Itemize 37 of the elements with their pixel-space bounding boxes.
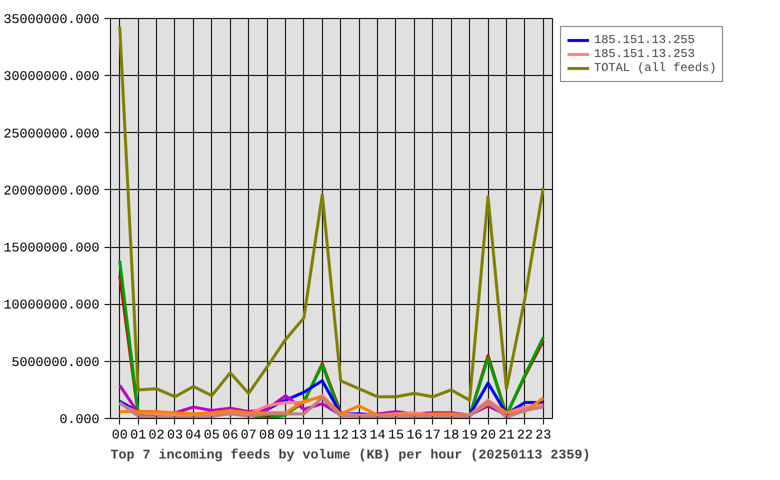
x-tick-label: 00 xyxy=(112,428,128,444)
legend-label: 185.151.13.255 xyxy=(594,33,695,47)
x-tick-label: 21 xyxy=(498,428,514,444)
x-tick-label: 18 xyxy=(443,428,460,444)
x-tick-label: 20 xyxy=(480,428,496,444)
x-tick-label: 14 xyxy=(370,428,386,444)
x-tick-label: 12 xyxy=(332,428,349,444)
x-tick-label: 06 xyxy=(222,428,238,444)
y-tick-label: 20000000.000 xyxy=(4,184,100,200)
x-tick-label: 08 xyxy=(259,428,276,444)
x-tick-label: 16 xyxy=(406,428,422,444)
x-tick-label: 05 xyxy=(204,428,220,444)
x-tick-label: 10 xyxy=(296,428,312,444)
legend-label: TOTAL (all feeds) xyxy=(594,61,716,75)
y-tick-label: 35000000.000 xyxy=(4,13,100,28)
y-tick-label: 5000000.000 xyxy=(12,356,100,371)
y-tick-label: 15000000.000 xyxy=(4,242,100,257)
x-tick-label: 13 xyxy=(351,428,368,444)
x-tick-label: 23 xyxy=(535,428,552,444)
x-tick-label: 22 xyxy=(516,428,533,444)
x-tick-label: 07 xyxy=(240,428,257,444)
x-tick-label: 19 xyxy=(462,428,478,444)
x-tick-label: 03 xyxy=(166,428,183,444)
x-tick-label: 04 xyxy=(185,428,202,444)
text: Top 7 incoming feeds by volume (KB) per hour (20250113 2359) xyxy=(110,448,590,464)
y-tick-label: 10000000.000 xyxy=(4,298,100,314)
x-tick-label: 09 xyxy=(277,428,294,444)
x-tick-label: 01 xyxy=(130,428,146,444)
y-tick-label: 30000000.000 xyxy=(4,70,100,86)
x-tick-label: 15 xyxy=(388,428,404,444)
x-tick-label: 17 xyxy=(424,428,441,444)
x-tick-label: 02 xyxy=(148,428,165,444)
y-tick-label: 0.000 xyxy=(60,413,100,428)
legend-label: 185.151.13.253 xyxy=(594,47,695,61)
x-tick-label: 11 xyxy=(314,428,330,444)
y-tick-label: 25000000.000 xyxy=(4,127,100,142)
line-series xyxy=(118,25,545,402)
